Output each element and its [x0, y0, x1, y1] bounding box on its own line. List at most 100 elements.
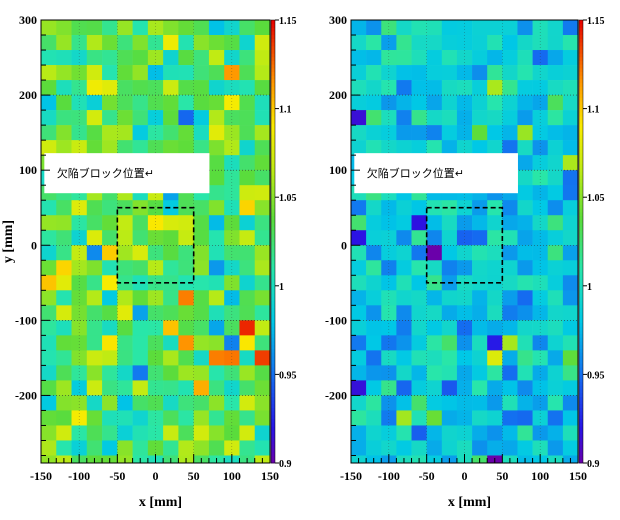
heatmap-cell [224, 140, 240, 156]
heatmap-cell [366, 230, 382, 246]
x-tick-label: 150 [261, 469, 279, 483]
heatmap-cell [41, 410, 57, 426]
heatmap-cell [71, 65, 88, 81]
heatmap-cell [193, 65, 210, 81]
y-tick-label: 0 [341, 238, 347, 252]
heatmap-cell [193, 200, 210, 216]
heatmap-cell [456, 425, 473, 441]
heatmap-cell [41, 110, 57, 126]
heatmap-cell [487, 35, 503, 51]
heatmap-cell [547, 350, 564, 366]
heatmap-cell [208, 95, 225, 111]
y-tick-label: 200 [329, 88, 347, 102]
heatmap-cell [562, 35, 578, 51]
heatmap-cell [71, 380, 88, 396]
heatmap-cell [224, 395, 240, 411]
heatmap-cell [456, 110, 473, 126]
heatmap-cell [456, 35, 473, 51]
heatmap-cell [208, 110, 225, 126]
heatmap-cell [351, 305, 367, 321]
annotation-box [44, 153, 210, 194]
heatmap-cell [208, 50, 225, 66]
heatmap-cell [254, 395, 270, 411]
heatmap-cell [441, 95, 458, 111]
heatmap-cell [396, 35, 412, 51]
heatmap-cell [562, 155, 578, 171]
heatmap-cell [547, 50, 564, 66]
heatmap-cell [517, 410, 533, 426]
heatmap-cell [224, 125, 240, 141]
heatmap-cell [132, 425, 149, 441]
heatmap-cell [254, 155, 270, 171]
heatmap-cell [147, 320, 164, 336]
heatmap-cell [132, 50, 149, 66]
heatmap-cell [532, 380, 549, 396]
heatmap-cell [224, 95, 240, 111]
heatmap-cell [441, 440, 458, 456]
heatmap-cell [71, 335, 88, 351]
heatmap-cell [562, 65, 578, 81]
heatmap-cell [193, 35, 210, 51]
heatmap-cell [426, 65, 443, 81]
colorbar-tick-label: 1.15 [279, 16, 297, 27]
heatmap-cell [117, 80, 133, 96]
heatmap-cell [366, 140, 382, 156]
heatmap-cell [178, 365, 194, 381]
heatmap-cell [102, 440, 118, 456]
heatmap-cell [208, 245, 225, 261]
heatmap-cell [147, 65, 164, 81]
heatmap-cell [178, 215, 194, 231]
heatmap-cell [472, 140, 488, 156]
heatmap-cell [487, 275, 503, 291]
heatmap-cell [381, 410, 397, 426]
heatmap-cell [562, 410, 578, 426]
heatmap-cell [208, 320, 225, 336]
heatmap-cell [239, 320, 256, 336]
colorbar-tick-label: 1.05 [279, 193, 297, 204]
heatmap-cell [517, 320, 533, 336]
heatmap-cell [381, 20, 397, 36]
heatmap-cell [132, 110, 149, 126]
heatmap-cell [224, 245, 240, 261]
heatmap-cell [426, 335, 443, 351]
heatmap-cell [456, 410, 473, 426]
heatmap-cell [396, 200, 412, 216]
heatmap-cell [239, 50, 256, 66]
heatmap-cell [381, 320, 397, 336]
heatmap-cell [381, 290, 397, 306]
heatmap-cell [351, 110, 367, 126]
heatmap-cell [351, 125, 367, 141]
heatmap-cell [396, 305, 412, 321]
heatmap-cell [86, 50, 103, 66]
heatmap-cell [193, 335, 210, 351]
heatmap-cell [254, 65, 270, 81]
heatmap-cell [396, 80, 412, 96]
heatmap-cell [117, 260, 133, 276]
heatmap-cell [441, 320, 458, 336]
heatmap-cell [71, 95, 88, 111]
heatmap-cell [71, 350, 88, 366]
heatmap-cell [178, 380, 194, 396]
heatmap-cell [178, 110, 194, 126]
heatmap-cell [366, 200, 382, 216]
heatmap-cell [147, 260, 164, 276]
heatmap-cell [102, 380, 118, 396]
heatmap-cell [472, 305, 488, 321]
heatmap-cell [426, 215, 443, 231]
heatmap-cell [562, 50, 578, 66]
heatmap-cell [102, 140, 118, 156]
heatmap-cell [487, 410, 503, 426]
heatmap-cell [517, 80, 533, 96]
heatmap-cell [487, 290, 503, 306]
heatmap-cell [224, 320, 240, 336]
heatmap-cell [132, 20, 149, 36]
heatmap-cell [456, 125, 473, 141]
heatmap-cell [411, 230, 427, 246]
x-tick-label: -150 [30, 469, 52, 483]
heatmap-cell [86, 335, 103, 351]
heatmap-cell [239, 245, 256, 261]
heatmap-cell [254, 350, 270, 366]
heatmap-cell [562, 335, 578, 351]
heatmap-cell [411, 215, 427, 231]
heatmap-cell [487, 245, 503, 261]
